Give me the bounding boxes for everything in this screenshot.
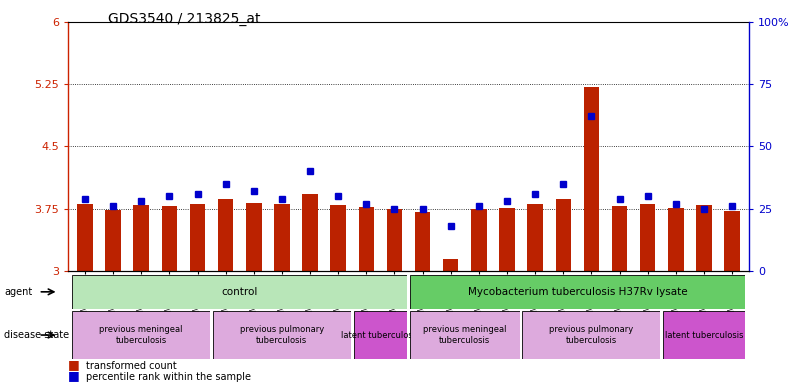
Bar [302, 194, 318, 271]
Bar [443, 259, 458, 271]
Text: GDS3540 / 213825_at: GDS3540 / 213825_at [108, 12, 260, 25]
Bar [331, 205, 346, 271]
Text: previous meningeal
tuberculosis: previous meningeal tuberculosis [423, 325, 506, 345]
Bar [359, 207, 374, 271]
Bar [556, 199, 571, 271]
Text: transformed count: transformed count [86, 361, 176, 371]
Bar [668, 208, 683, 271]
Bar [106, 210, 121, 271]
Bar [134, 205, 149, 271]
Text: agent: agent [4, 287, 32, 297]
Bar [696, 205, 711, 271]
Bar [471, 209, 486, 271]
Bar [162, 206, 177, 271]
Text: control: control [222, 287, 258, 297]
Text: latent tuberculosis: latent tuberculosis [665, 331, 743, 339]
Bar [584, 86, 599, 271]
Bar [640, 204, 655, 271]
Text: latent tuberculosis: latent tuberculosis [341, 331, 420, 339]
Text: previous pulmonary
tuberculosis: previous pulmonary tuberculosis [239, 325, 324, 345]
Bar [246, 203, 261, 271]
Bar [387, 209, 402, 271]
Bar [274, 204, 290, 271]
Text: ■: ■ [68, 358, 80, 371]
Text: previous pulmonary
tuberculosis: previous pulmonary tuberculosis [549, 325, 634, 345]
Bar [612, 206, 627, 271]
Text: ■: ■ [68, 369, 80, 382]
Bar [527, 204, 543, 271]
Text: disease state: disease state [4, 330, 69, 340]
Bar [415, 212, 430, 271]
Text: Mycobacterium tuberculosis H37Rv lysate: Mycobacterium tuberculosis H37Rv lysate [468, 287, 687, 297]
Bar [77, 204, 93, 271]
Bar [190, 204, 205, 271]
Bar [218, 199, 233, 271]
Text: previous meningeal
tuberculosis: previous meningeal tuberculosis [99, 325, 183, 345]
Bar [724, 211, 740, 271]
Bar [499, 208, 515, 271]
Text: percentile rank within the sample: percentile rank within the sample [86, 372, 251, 382]
